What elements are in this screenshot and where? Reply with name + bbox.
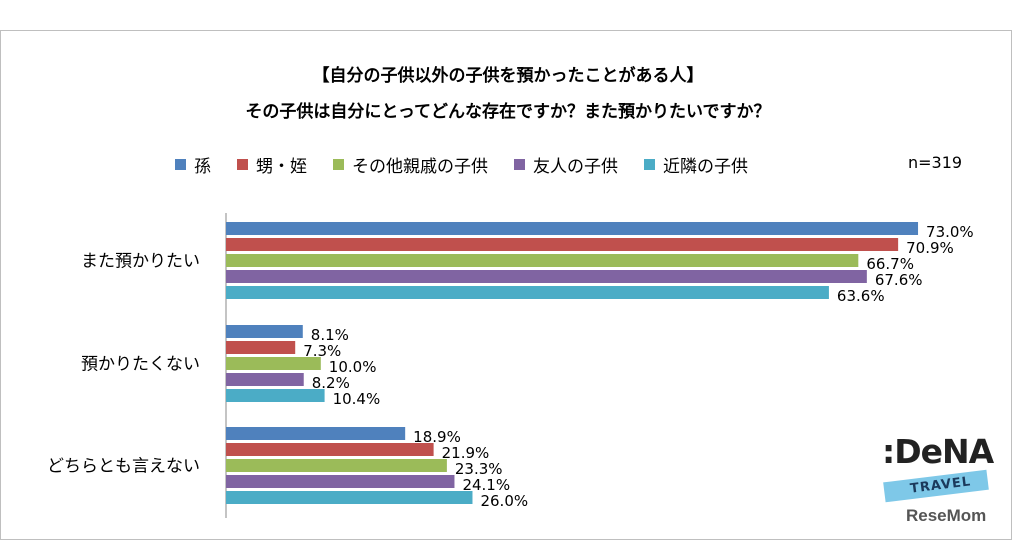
chart-title-line1: 【自分の子供以外の子供を預かったことがある人】 [312, 66, 704, 86]
data-label: 73.0% [926, 223, 974, 241]
legend-swatch [175, 158, 186, 170]
legend-swatch [514, 158, 525, 170]
legend-swatch [333, 158, 344, 170]
legend-swatch [644, 158, 655, 170]
bar [226, 341, 296, 354]
bar [226, 270, 867, 283]
chart-frame [0, 30, 1012, 540]
legend-item: 友人の子供 [514, 152, 618, 177]
bar [226, 357, 321, 370]
bar [226, 459, 447, 472]
data-label: 8.2% [312, 374, 350, 392]
legend: 孫 甥・姪 その他親戚の子供 友人の子供 近隣の子供 [175, 152, 774, 177]
legend-item: 孫 [175, 152, 211, 177]
data-label: 10.4% [333, 390, 381, 408]
bar [226, 443, 434, 456]
data-label: 67.6% [875, 271, 923, 289]
bar [226, 286, 829, 299]
bar [226, 325, 303, 338]
data-label: 24.1% [462, 476, 510, 494]
data-label: 70.9% [906, 239, 954, 257]
bar [226, 427, 406, 440]
category-label: また預かりたい [81, 252, 200, 272]
bar [226, 222, 919, 235]
data-label: 8.1% [311, 326, 349, 344]
bar [226, 491, 473, 504]
bar [226, 254, 859, 267]
logo-resemom-text: ReseMom [906, 506, 987, 525]
category-label: 預かりたくない [81, 355, 200, 375]
data-label: 10.0% [329, 358, 377, 376]
legend-label: その他親戚の子供 [352, 156, 488, 177]
data-label: 63.6% [837, 287, 885, 305]
legend-item: 甥・姪 [237, 152, 307, 177]
bar [226, 238, 899, 251]
bar [226, 389, 325, 402]
category-label: どちらとも言えない [47, 457, 200, 477]
legend-item: その他親戚の子供 [333, 152, 488, 177]
data-label: 23.3% [455, 460, 503, 478]
legend-label: 孫 [194, 156, 211, 177]
legend-label: 友人の子供 [533, 156, 618, 177]
data-label: 21.9% [442, 444, 490, 462]
dena-travel-resemom-logo: :DeNA TRAVEL ReseMom [880, 432, 1000, 532]
data-label: 7.3% [303, 342, 341, 360]
legend-item: 近隣の子供 [644, 152, 748, 177]
logo-dena-text: :DeNA [882, 432, 994, 471]
data-label: 26.0% [480, 492, 528, 510]
legend-label: 近隣の子供 [663, 156, 748, 177]
bar [226, 373, 304, 386]
chart-title-line2: その子供は自分にとってどんな存在ですか？また預かりたいですか？ [245, 102, 771, 122]
data-label: 66.7% [866, 255, 914, 273]
legend-label: 甥・姪 [256, 156, 307, 177]
sample-size: n=319 [908, 153, 963, 172]
data-label: 18.9% [413, 428, 461, 446]
bar [226, 475, 455, 488]
legend-swatch [237, 158, 248, 170]
